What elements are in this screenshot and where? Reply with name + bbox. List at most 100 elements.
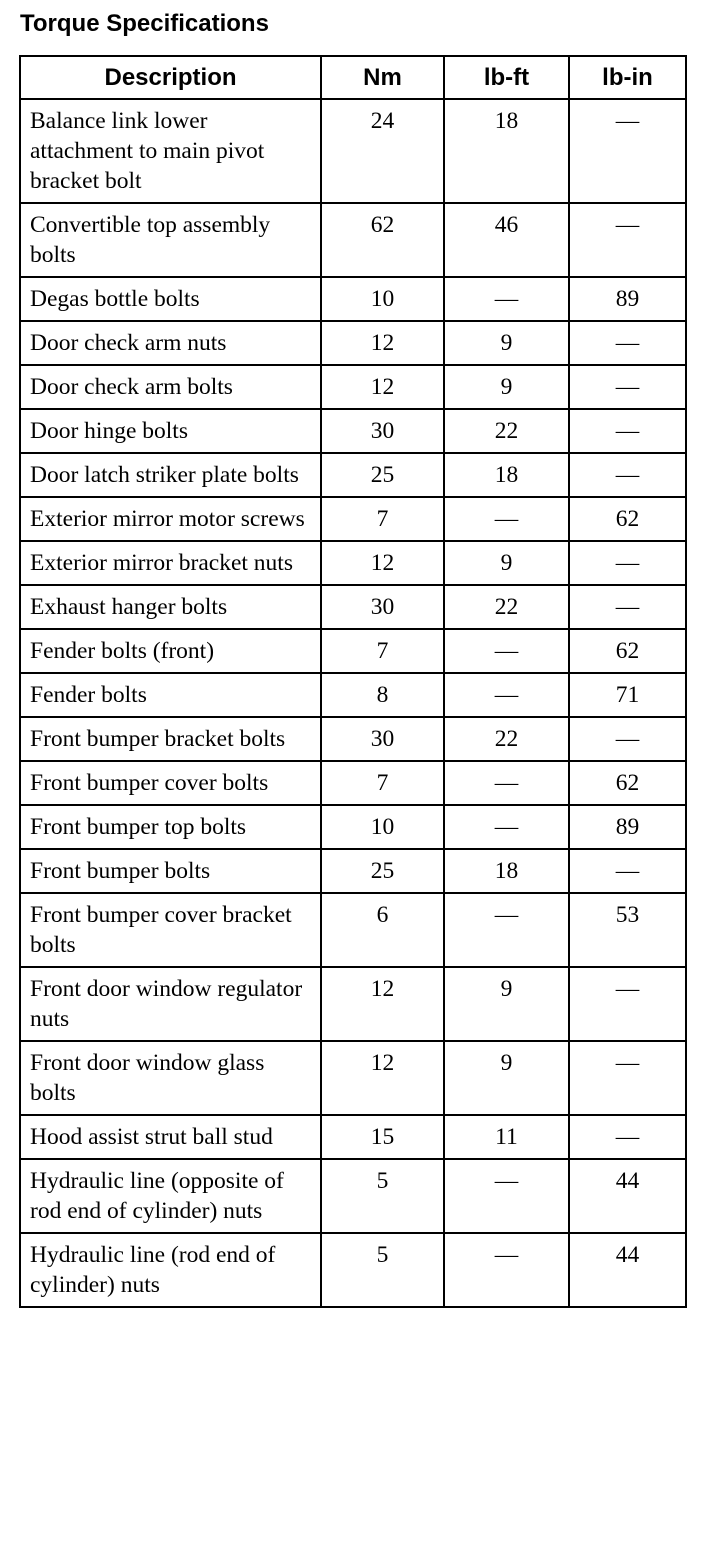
cell-description: Hydraulic line (opposite of rod end of c… (19, 1158, 322, 1234)
table-row: Door check arm bolts 12 9— (19, 364, 687, 410)
cell-lb-ft: — (443, 496, 570, 542)
cell-description: Balance link lower attachment to main pi… (19, 98, 322, 204)
table-row: Exhaust hanger bolts 30 22— (19, 584, 687, 630)
cell-nm: 5 (320, 1158, 445, 1234)
cell-lb-ft: 46 (443, 202, 570, 278)
cell-lb-in: 89 (568, 804, 687, 850)
cell-description: Convertible top assembly bolts (19, 202, 322, 278)
table-row: Balance link lower attachment to main pi… (19, 98, 687, 204)
cell-lb-in: 53 (568, 892, 687, 968)
cell-nm: 62 (320, 202, 445, 278)
cell-nm: 25 (320, 848, 445, 894)
cell-lb-in: — (568, 1114, 687, 1160)
cell-description: Front door window regulator nuts (19, 966, 322, 1042)
cell-lb-ft: 9 (443, 966, 570, 1042)
cell-lb-in: 44 (568, 1158, 687, 1234)
page-title: Torque Specifications (20, 10, 269, 37)
cell-nm: 7 (320, 496, 445, 542)
cell-nm: 30 (320, 716, 445, 762)
cell-description: Degas bottle bolts (19, 276, 322, 322)
cell-description: Front bumper top bolts (19, 804, 322, 850)
cell-nm: 25 (320, 452, 445, 498)
cell-nm: 6 (320, 892, 445, 968)
cell-nm: 12 (320, 364, 445, 410)
header-lb-ft: lb-ft (443, 55, 570, 100)
cell-nm: 10 (320, 276, 445, 322)
cell-nm: 7 (320, 628, 445, 674)
table-header-row: Description Nm lb-ft lb-in (19, 55, 687, 100)
cell-nm: 12 (320, 320, 445, 366)
table-row: Door latch striker plate bolts 25 18— (19, 452, 687, 498)
cell-lb-in: — (568, 320, 687, 366)
cell-description: Exterior mirror motor screws (19, 496, 322, 542)
cell-description: Front door window glass bolts (19, 1040, 322, 1116)
cell-nm: 12 (320, 540, 445, 586)
cell-description: Front bumper cover bracket bolts (19, 892, 322, 968)
table-row: Exterior mirror bracket nuts 12 9— (19, 540, 687, 586)
cell-lb-ft: — (443, 1158, 570, 1234)
table-row: Convertible top assembly bolts 62 46— (19, 202, 687, 278)
cell-description: Hydraulic line (rod end of cylinder) nut… (19, 1232, 322, 1308)
table-row: Front bumper top bolts 10—89 (19, 804, 687, 850)
cell-lb-ft: — (443, 628, 570, 674)
cell-lb-ft: 22 (443, 584, 570, 630)
cell-lb-in: 62 (568, 760, 687, 806)
cell-lb-ft: 11 (443, 1114, 570, 1160)
cell-nm: 12 (320, 966, 445, 1042)
cell-lb-in: — (568, 364, 687, 410)
header-lb-in: lb-in (568, 55, 687, 100)
cell-lb-in: — (568, 1040, 687, 1116)
cell-lb-in: — (568, 716, 687, 762)
table-row: Door check arm nuts 12 9— (19, 320, 687, 366)
cell-lb-ft: 9 (443, 320, 570, 366)
cell-description: Door hinge bolts (19, 408, 322, 454)
cell-description: Exhaust hanger bolts (19, 584, 322, 630)
cell-nm: 5 (320, 1232, 445, 1308)
cell-description: Front bumper bracket bolts (19, 716, 322, 762)
table-row: Front bumper cover bracket bolts 6—53 (19, 892, 687, 968)
table-row: Front bumper cover bolts 7—62 (19, 760, 687, 806)
cell-nm: 12 (320, 1040, 445, 1116)
cell-lb-in: — (568, 584, 687, 630)
cell-lb-ft: 22 (443, 408, 570, 454)
cell-lb-in: — (568, 848, 687, 894)
table-row: Fender bolts (front) 7—62 (19, 628, 687, 674)
cell-lb-ft: 18 (443, 848, 570, 894)
cell-description: Fender bolts (front) (19, 628, 322, 674)
cell-lb-in: 44 (568, 1232, 687, 1308)
table-row: Front bumper bracket bolts 30 22— (19, 716, 687, 762)
cell-nm: 30 (320, 408, 445, 454)
table-row: Degas bottle bolts 10—89 (19, 276, 687, 322)
cell-description: Fender bolts (19, 672, 322, 718)
cell-lb-ft: 18 (443, 452, 570, 498)
header-nm: Nm (320, 55, 445, 100)
table-row: Front door window regulator nuts 12 9— (19, 966, 687, 1042)
cell-lb-in: — (568, 408, 687, 454)
cell-description: Hood assist strut ball stud (19, 1114, 322, 1160)
torque-specifications-table: Description Nm lb-ft lb-in Balance link … (19, 55, 687, 1308)
table-row: Exterior mirror motor screws 7—62 (19, 496, 687, 542)
cell-lb-ft: 22 (443, 716, 570, 762)
table-row: Front bumper bolts 25 18— (19, 848, 687, 894)
cell-lb-ft: 9 (443, 364, 570, 410)
cell-description: Front bumper bolts (19, 848, 322, 894)
cell-lb-in: — (568, 98, 687, 204)
cell-lb-ft: — (443, 1232, 570, 1308)
cell-description: Door check arm bolts (19, 364, 322, 410)
cell-lb-in: 71 (568, 672, 687, 718)
cell-lb-in: — (568, 540, 687, 586)
cell-nm: 30 (320, 584, 445, 630)
cell-description: Front bumper cover bolts (19, 760, 322, 806)
cell-lb-ft: 9 (443, 1040, 570, 1116)
cell-description: Door latch striker plate bolts (19, 452, 322, 498)
cell-lb-in: 62 (568, 496, 687, 542)
cell-nm: 10 (320, 804, 445, 850)
header-description: Description (19, 55, 322, 100)
cell-nm: 8 (320, 672, 445, 718)
cell-lb-ft: — (443, 672, 570, 718)
table-row: Fender bolts 8—71 (19, 672, 687, 718)
cell-lb-ft: — (443, 760, 570, 806)
cell-lb-ft: 9 (443, 540, 570, 586)
cell-description: Door check arm nuts (19, 320, 322, 366)
cell-lb-ft: — (443, 276, 570, 322)
